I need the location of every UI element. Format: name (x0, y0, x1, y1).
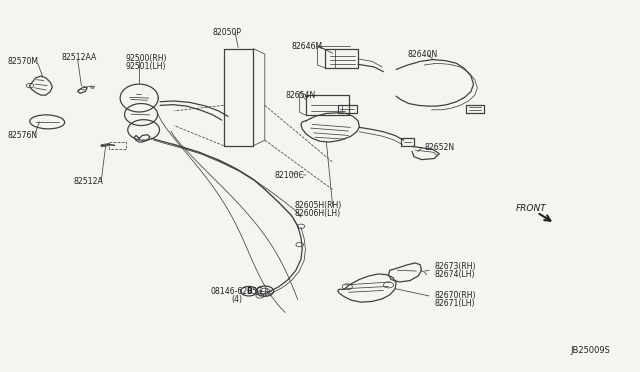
Text: 82673(RH): 82673(RH) (434, 262, 476, 271)
Text: 82674(LH): 82674(LH) (434, 270, 475, 279)
Text: JB25009S: JB25009S (571, 346, 611, 355)
Text: 08146-6205G: 08146-6205G (211, 287, 264, 296)
Text: 92501(LH): 92501(LH) (125, 62, 166, 71)
Text: 82512AA: 82512AA (62, 53, 97, 62)
Text: 82570M: 82570M (8, 57, 39, 65)
Text: 82640N: 82640N (408, 49, 438, 58)
Text: B: B (246, 287, 252, 296)
Text: 82576N: 82576N (8, 131, 38, 140)
Text: 92500(RH): 92500(RH) (125, 54, 167, 63)
Text: 82670(RH): 82670(RH) (434, 291, 476, 301)
Text: 82654N: 82654N (285, 91, 316, 100)
Text: 82512A: 82512A (74, 177, 104, 186)
Text: 82050P: 82050P (212, 28, 241, 36)
Text: 82652N: 82652N (425, 143, 455, 153)
Text: 82100C: 82100C (275, 170, 304, 180)
Text: 82606H(LH): 82606H(LH) (294, 209, 340, 218)
Text: 82605H(RH): 82605H(RH) (294, 201, 342, 209)
Text: (4): (4) (231, 295, 242, 304)
Text: 82646M: 82646M (291, 42, 323, 51)
Text: 82671(LH): 82671(LH) (434, 299, 475, 308)
Text: FRONT: FRONT (515, 204, 546, 213)
